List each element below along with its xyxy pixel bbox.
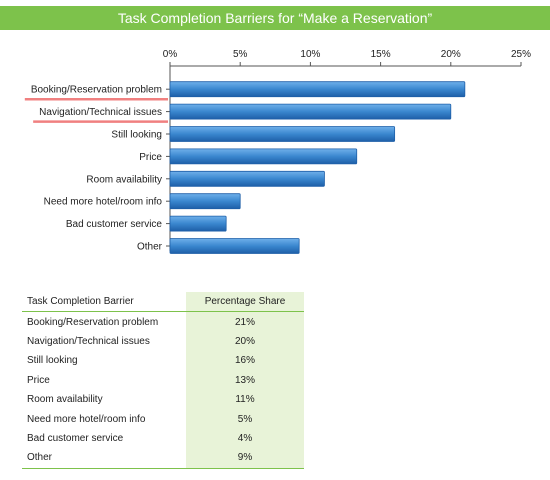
category-label: Navigation/Technical issues xyxy=(39,107,162,118)
x-tick-label: 20% xyxy=(441,49,461,60)
table-row: Bad customer service 4% xyxy=(22,428,304,449)
table-row: Price 13% xyxy=(22,370,304,390)
category-label: Still looking xyxy=(111,130,162,141)
x-tick-label: 25% xyxy=(511,49,531,60)
x-tick-label: 0% xyxy=(163,49,178,60)
bar xyxy=(169,148,358,165)
row-share: 13% xyxy=(186,370,304,390)
table-row: Other 9% xyxy=(22,448,304,469)
chart-title: Task Completion Barriers for “Make a Res… xyxy=(0,6,550,30)
bar xyxy=(169,81,466,98)
bar xyxy=(169,170,325,187)
bar xyxy=(169,215,227,232)
row-share: 20% xyxy=(186,331,304,352)
table-row: Room availability 11% xyxy=(22,389,304,410)
row-share: 21% xyxy=(186,311,304,332)
row-barrier: Booking/Reservation problem xyxy=(27,316,159,328)
bar xyxy=(169,103,452,120)
table-row: Booking/Reservation problem 21% xyxy=(22,311,304,332)
table-row: Need more hotel/room info 5% xyxy=(22,409,304,429)
category-label: Booking/Reservation problem xyxy=(31,85,162,96)
table-header-share: Percentage Share xyxy=(186,292,304,313)
category-label: Price xyxy=(139,152,162,163)
category-label: Room availability xyxy=(86,174,162,185)
table-row: Still looking 16% xyxy=(22,351,304,371)
row-barrier: Price xyxy=(27,374,50,386)
row-barrier: Still looking xyxy=(27,355,78,367)
row-share: 9% xyxy=(186,448,304,469)
row-share: 16% xyxy=(186,351,304,371)
x-tick-label: 5% xyxy=(233,49,248,60)
bar-chart: 0% 5% 10% 15% 20% 25% Booking/Reservation pro… xyxy=(24,49,531,254)
table-header-barrier: Task Completion Barrier xyxy=(22,292,186,313)
row-barrier: Navigation/Technical issues xyxy=(27,335,150,347)
row-share: 11% xyxy=(186,389,304,410)
bar xyxy=(169,193,241,210)
row-share: 4% xyxy=(186,428,304,449)
category-label: Need more hotel/room info xyxy=(44,197,163,208)
category-label: Other xyxy=(137,242,163,253)
row-barrier: Room availability xyxy=(27,394,103,406)
x-tick-label: 10% xyxy=(300,49,320,60)
data-table: Task Completion Barrier Percentage Share… xyxy=(22,292,304,469)
row-barrier: Other xyxy=(22,448,186,469)
bar xyxy=(169,238,300,254)
row-barrier: Need more hotel/room info xyxy=(27,413,146,425)
bar xyxy=(169,126,396,142)
x-tick-label: 15% xyxy=(371,49,391,60)
category-label: Bad customer service xyxy=(66,219,163,230)
table-row: Navigation/Technical issues 20% xyxy=(22,331,304,352)
row-share: 5% xyxy=(186,409,304,429)
row-barrier: Bad customer service xyxy=(27,432,124,444)
